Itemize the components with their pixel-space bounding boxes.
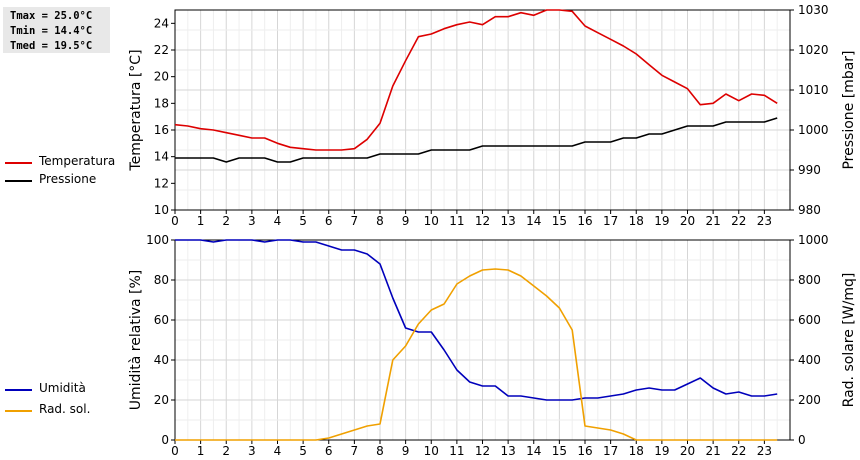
bottom-y-tick-label: 100: [146, 233, 169, 247]
top-y-tick-label: 10: [154, 203, 169, 217]
legend-swatch-rad-sol: [5, 410, 32, 412]
bottom-x-tick-label: 21: [705, 444, 720, 458]
top-x-tick-label: 22: [731, 214, 746, 228]
top-y-tick-label: 18: [154, 96, 169, 110]
top-x-tick-label: 18: [629, 214, 644, 228]
top-y2-tick-label: 990: [798, 163, 821, 177]
top-x-tick-label: 10: [424, 214, 439, 228]
tmin-text: Tmin = 14.4°C: [10, 25, 93, 37]
top-x-tick-label: 6: [325, 214, 333, 228]
top-x-tick-label: 3: [248, 214, 256, 228]
bottom-y-tick-label: 20: [154, 393, 169, 407]
bottom-x-tick-label: 4: [274, 444, 282, 458]
bottom-y2-tick-label: 400: [798, 353, 821, 367]
bottom-y-axis-label: Umidità relativa [%]: [128, 270, 144, 411]
bottom-x-tick-label: 20: [680, 444, 695, 458]
top-y-tick-label: 14: [154, 150, 169, 164]
top-y2-tick-label: 980: [798, 203, 821, 217]
top-x-tick-label: 11: [449, 214, 464, 228]
bottom-y2-tick-label: 1000: [798, 233, 829, 247]
bottom-y-tick-label: 40: [154, 353, 169, 367]
bottom-x-tick-label: 14: [526, 444, 541, 458]
bottom-x-tick-label: 2: [222, 444, 230, 458]
bottom-x-tick-label: 11: [449, 444, 464, 458]
tmed-text: Tmed = 19.5°C: [10, 40, 93, 52]
bottom-x-tick-label: 19: [654, 444, 669, 458]
bottom-y2-axis-label: Rad. solare [W/mq]: [841, 273, 857, 408]
top-x-tick-label: 2: [222, 214, 230, 228]
legend-swatch-umidita: [5, 389, 32, 391]
bottom-x-tick-label: 1: [197, 444, 205, 458]
bottom-x-tick-label: 17: [603, 444, 618, 458]
bottom-x-tick-label: 7: [351, 444, 359, 458]
top-y-tick-label: 20: [154, 70, 169, 84]
legend-label-rad-sol: Rad. sol.: [39, 402, 91, 416]
top-y2-tick-label: 1020: [798, 43, 829, 57]
top-y-tick-label: 16: [154, 123, 169, 137]
bottom-x-tick-label: 13: [500, 444, 515, 458]
bottom-y2-tick-label: 200: [798, 393, 821, 407]
bottom-x-tick-label: 9: [402, 444, 410, 458]
legend-label-umidita: Umidità: [39, 381, 86, 395]
top-x-tick-label: 23: [757, 214, 772, 228]
top-y2-tick-label: 1030: [798, 3, 829, 17]
top-x-tick-label: 8: [376, 214, 384, 228]
top-x-tick-label: 0: [171, 214, 179, 228]
top-y2-tick-label: 1010: [798, 83, 829, 97]
top-x-tick-label: 1: [197, 214, 205, 228]
top-y-tick-label: 12: [154, 176, 169, 190]
legend-swatch-temperatura: [5, 162, 32, 164]
top-y-tick-label: 22: [154, 43, 169, 57]
top-x-tick-label: 12: [475, 214, 490, 228]
top-x-tick-label: 21: [705, 214, 720, 228]
bottom-x-tick-label: 12: [475, 444, 490, 458]
top-x-tick-label: 9: [402, 214, 410, 228]
top-y-axis-label: Temperatura [°C]: [128, 49, 144, 171]
top-series-pressione-line: [175, 117, 778, 163]
legend-swatch-pressione: [5, 180, 32, 182]
bottom-x-tick-label: 5: [299, 444, 307, 458]
bottom-y2-tick-label: 800: [798, 273, 821, 287]
top-y2-tick-label: 1000: [798, 123, 829, 137]
bottom-x-tick-label: 22: [731, 444, 746, 458]
bottom-x-tick-label: 0: [171, 444, 179, 458]
bottom-x-tick-label: 10: [424, 444, 439, 458]
bottom-series-rad-sol-line: [175, 268, 778, 441]
legend-label-pressione: Pressione: [39, 172, 97, 186]
top-x-tick-label: 4: [274, 214, 282, 228]
top-x-tick-label: 5: [299, 214, 307, 228]
top-x-tick-label: 15: [552, 214, 567, 228]
top-y-tick-label: 24: [154, 16, 169, 30]
top-series-temperatura-line: [174, 9, 778, 151]
bottom-x-tick-label: 15: [552, 444, 567, 458]
bottom-x-tick-label: 16: [577, 444, 592, 458]
top-x-tick-label: 19: [654, 214, 669, 228]
top-x-tick-label: 17: [603, 214, 618, 228]
tmax-text: Tmax = 25.0°C: [10, 10, 93, 22]
legend-label-temperatura: Temperatura: [39, 154, 116, 168]
top-x-tick-label: 20: [680, 214, 695, 228]
top-y2-axis-label: Pressione [mbar]: [841, 50, 857, 169]
bottom-x-tick-label: 3: [248, 444, 256, 458]
top-x-tick-label: 14: [526, 214, 541, 228]
bottom-y-tick-label: 80: [154, 273, 169, 287]
bottom-y2-tick-label: 600: [798, 313, 821, 327]
bottom-x-tick-label: 6: [325, 444, 333, 458]
bottom-series-umidit-line: [175, 239, 778, 401]
bottom-x-tick-label: 8: [376, 444, 384, 458]
bottom-x-tick-label: 23: [757, 444, 772, 458]
top-x-tick-label: 16: [577, 214, 592, 228]
bottom-x-tick-label: 18: [629, 444, 644, 458]
bottom-y2-tick-label: 0: [798, 433, 806, 447]
top-x-tick-label: 13: [500, 214, 515, 228]
bottom-y-tick-label: 60: [154, 313, 169, 327]
stats-box: Tmax = 25.0°C Tmin = 14.4°C Tmed = 19.5°…: [3, 7, 110, 53]
bottom-y-tick-label: 0: [161, 433, 169, 447]
top-x-tick-label: 7: [351, 214, 359, 228]
